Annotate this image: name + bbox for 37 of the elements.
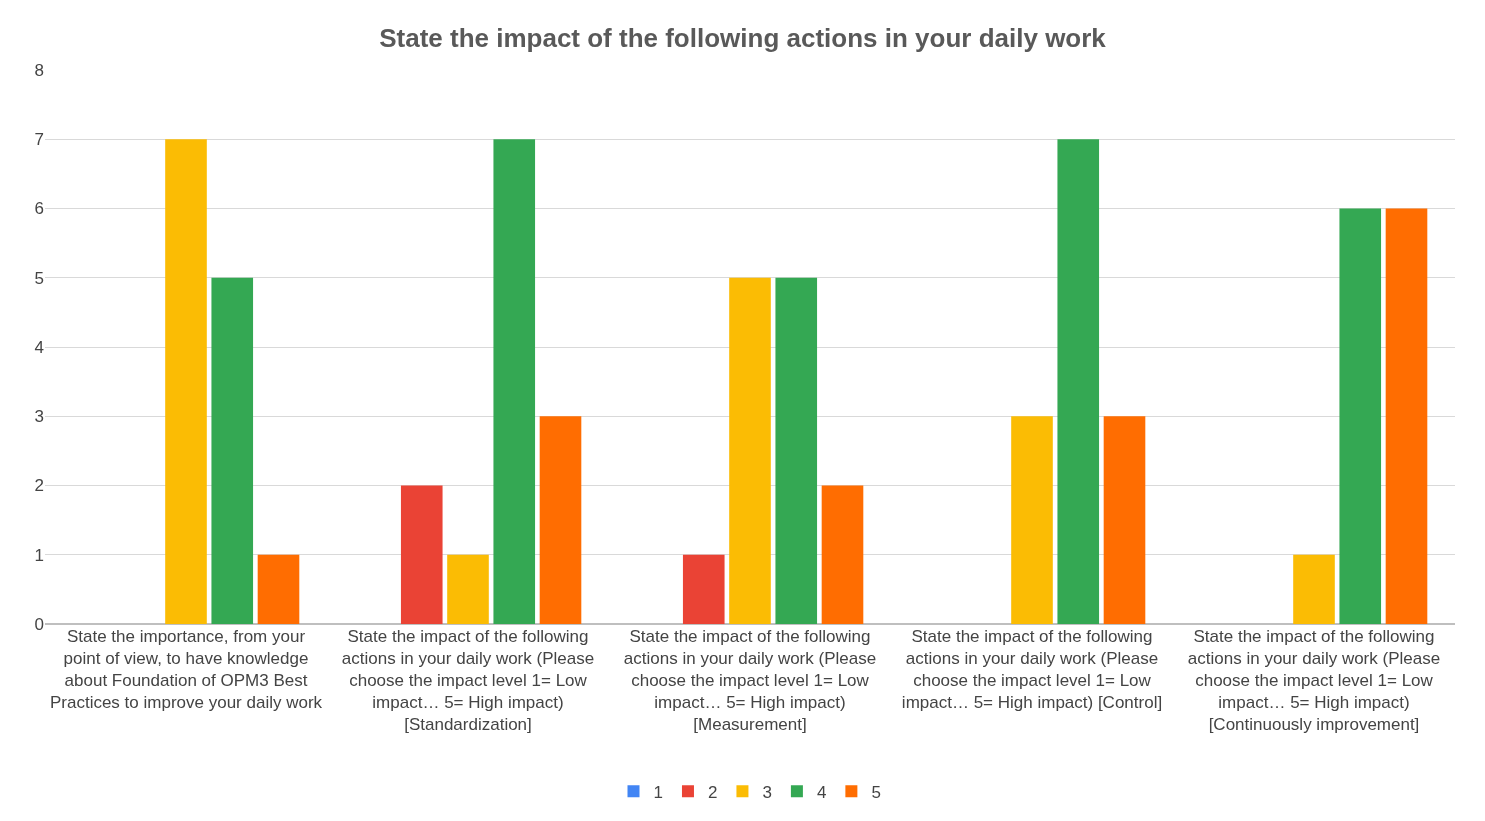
bar <box>400 485 443 624</box>
x-tick-label: State the impact of the following actions in your daily work (Please choose the impact level 1= Low impact… 5= High impact) [Continuously improvement] <box>1187 627 1441 735</box>
y-tick-label: 0 <box>34 614 44 634</box>
legend-label: 4 <box>816 782 827 802</box>
bar <box>729 277 771 624</box>
bar <box>1385 208 1428 624</box>
x-tick-label: State the importance, from your point of view, to have knowledge about Foundation of OPM3 Best Practices to improve your daily work <box>49 627 323 713</box>
y-tick-label: 3 <box>34 407 44 427</box>
bar <box>447 554 489 624</box>
y-tick-label: 6 <box>34 199 44 219</box>
legend-label: 2 <box>707 782 718 802</box>
bar <box>775 277 818 624</box>
bar <box>821 485 864 624</box>
bar <box>1339 208 1382 624</box>
bar <box>257 554 300 624</box>
legend-label: 5 <box>871 782 881 802</box>
y-tick-label: 4 <box>34 337 44 357</box>
y-tick-label: 8 <box>34 60 44 80</box>
y-tick-label: 5 <box>34 268 44 288</box>
bar <box>211 277 254 624</box>
bar <box>165 139 207 624</box>
bar <box>1103 416 1146 624</box>
x-tick-label: State the impact of the following actions in your daily work (Please choose the impact level 1= Low impact… 5= High impact) [Control] <box>901 627 1163 713</box>
legend-label: 1 <box>653 782 663 802</box>
legend-label: 3 <box>762 782 772 802</box>
bar <box>493 139 536 624</box>
y-tick-label: 1 <box>34 545 44 565</box>
bar <box>539 416 582 624</box>
bar <box>1293 554 1335 624</box>
x-tick-label: State the impact of the following actions in your daily work (Please choose the impact level 1= Low impact… 5= High impact) [Standardization] <box>341 627 595 735</box>
chart-title: State the impact of the following actions in your daily work <box>379 22 1107 53</box>
bar <box>682 554 725 624</box>
x-tick-label: State the impact of the following actions in your daily work (Please choose the impact level 1= Low impact… 5= High impact) [Measurement] <box>623 627 877 735</box>
bar <box>1057 139 1100 624</box>
bar <box>1011 416 1053 624</box>
y-tick-label: 2 <box>34 476 44 496</box>
y-tick-label: 7 <box>34 130 44 150</box>
